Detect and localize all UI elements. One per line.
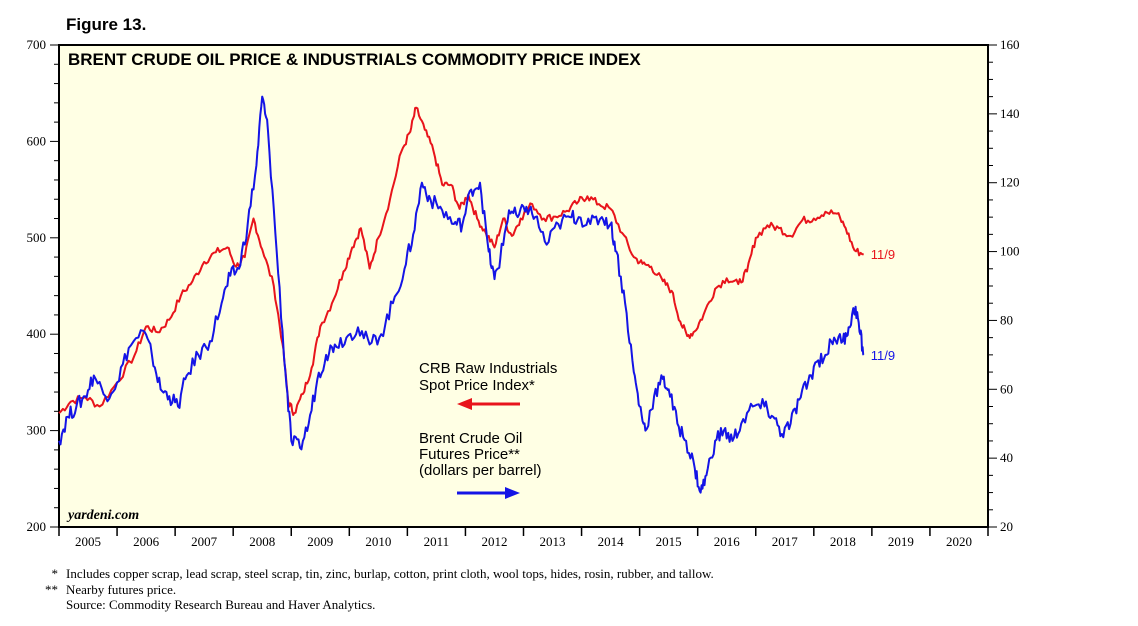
left-tick-label: 200 (27, 519, 47, 534)
footnote-row: ** Nearby futures price. (34, 582, 714, 598)
right-tick-label: 140 (1000, 106, 1020, 121)
year-label: 2009 (307, 534, 333, 549)
year-label: 2013 (540, 534, 566, 549)
right-tick-label: 100 (1000, 244, 1020, 259)
right-tick-label: 60 (1000, 381, 1013, 396)
footnote-text: Nearby futures price. (66, 581, 177, 597)
year-label: 2017 (772, 534, 799, 549)
year-label: 2012 (481, 534, 507, 549)
year-label: 2016 (714, 534, 741, 549)
year-label: 2007 (191, 534, 218, 549)
year-label: 2010 (365, 534, 391, 549)
left-tick-label: 600 (27, 133, 47, 148)
year-label: 2014 (598, 534, 625, 549)
series-layer: 11/9 11/9 (58, 95, 895, 494)
right-tick-label: 20 (1000, 519, 1013, 534)
year-label: 2006 (133, 534, 160, 549)
series-end-label: 11/9 (871, 247, 895, 262)
series-end-label: 11/9 (871, 348, 895, 363)
right-axis: 20 40 60 80 100 120 140 160 (988, 37, 1020, 534)
left-tick-label: 300 (27, 423, 47, 438)
chart-title: BRENT CRUDE OIL PRICE & INDUSTRIALS COMM… (68, 50, 641, 69)
footnote-row: Source: Commodity Research Bureau and Ha… (34, 597, 714, 613)
footnote-mark (34, 597, 58, 613)
x-axis: 2005 2006 2007 2008 2009 2010 2011 2012 2013 2014… (58, 527, 989, 549)
year-label: 2015 (656, 534, 682, 549)
left-axis: 200 300 400 500 600 700 (27, 37, 59, 534)
series-line-crb-index (58, 106, 864, 416)
legend-label: Spot Price Index* (419, 377, 535, 394)
left-tick-label: 400 (27, 326, 47, 341)
source-note: Source: Commodity Research Bureau and Ha… (66, 597, 376, 612)
legend-arrowhead-right (505, 487, 520, 499)
plot-area (58, 44, 989, 528)
right-tick-label: 120 (1000, 175, 1020, 190)
footnotes: * Includes copper scrap, lead scrap, ste… (34, 566, 714, 613)
series-line-brent-crude (58, 95, 865, 494)
footnote-mark: * (51, 566, 59, 581)
year-label: 2008 (249, 534, 275, 549)
legend-label: (dollars per barrel) (419, 462, 542, 479)
right-tick-label: 80 (1000, 312, 1013, 327)
year-label: 2018 (830, 534, 856, 549)
legend-label: Futures Price** (419, 446, 520, 463)
right-tick-label: 40 (1000, 450, 1013, 465)
year-label: 2011 (424, 534, 450, 549)
left-tick-label: 500 (27, 230, 47, 245)
footnote-text: Includes copper scrap, lead scrap, steel… (66, 566, 714, 581)
year-label: 2019 (888, 534, 914, 549)
year-label: 2005 (75, 534, 101, 549)
legend-label: Brent Crude Oil (419, 430, 522, 447)
figure-label: Figure 13. (66, 15, 146, 34)
footnote-row: * Includes copper scrap, lead scrap, ste… (34, 566, 714, 582)
legend-label: CRB Raw Industrials (419, 360, 557, 377)
right-tick-label: 160 (1000, 37, 1020, 52)
legend-arrowhead-left (457, 398, 472, 410)
year-label: 2020 (946, 534, 972, 549)
footnote-mark: ** (45, 581, 58, 597)
source-watermark: yardeni.com (66, 508, 139, 523)
left-tick-label: 700 (27, 37, 47, 52)
